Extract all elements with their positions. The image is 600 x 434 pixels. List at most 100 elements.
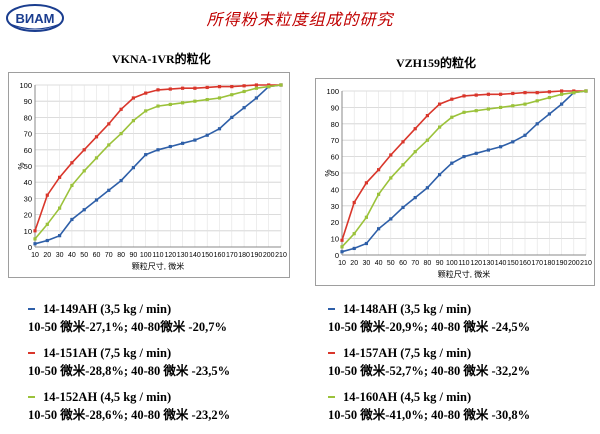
y-tick-label: 10: [24, 227, 32, 236]
series-2-point: [70, 183, 74, 188]
x-tick-label: 200: [568, 260, 580, 267]
series-0-point: [377, 227, 381, 231]
legend-name: 14-152AH (4,5 kg / min): [43, 390, 172, 404]
y-tick-label: 20: [331, 218, 339, 227]
legend-name: 14-160AH (4,5 kg / min): [343, 390, 472, 404]
series-1-point: [572, 89, 576, 93]
y-tick-label: 40: [331, 185, 339, 194]
x-tick-label: 60: [93, 252, 101, 259]
series-0-point: [193, 138, 197, 142]
series-2-point: [401, 163, 405, 167]
series-0-point: [217, 127, 222, 131]
series-0-point: [499, 145, 503, 149]
legend-desc: 10-50 微米-28,6%; 40-80 微米 -23,2%: [28, 408, 231, 422]
y-axis-label: %: [16, 162, 25, 169]
series-2-point: [144, 109, 148, 113]
series-0-point: [364, 241, 368, 246]
y-axis-label: %: [323, 169, 332, 176]
series-1-point: [107, 122, 111, 126]
legend-left: 14-149AH (3,5 kg / min) 10-50 微米-27,1%; …: [28, 300, 230, 432]
legend-right: 14-148AH (3,5 kg / min) 10-50 微米-20,9%; …: [328, 300, 530, 432]
x-tick-label: 190: [251, 252, 263, 259]
series-2-point: [547, 95, 551, 100]
series-2-point: [168, 102, 172, 107]
y-tick-label: 50: [331, 169, 339, 178]
y-tick-label: 80: [331, 120, 339, 129]
series-2-point: [242, 89, 246, 94]
series-0-point: [352, 246, 356, 251]
chart-title-right: VZH159的粒化: [396, 56, 477, 70]
series-2-point: [45, 222, 49, 226]
x-tick-label: 130: [177, 252, 189, 259]
legend-name: 14-151AH (7,5 kg / min): [43, 346, 172, 360]
series-2-point: [340, 245, 344, 249]
x-tick-label: 10: [338, 260, 346, 267]
series-2-point: [82, 169, 86, 173]
series-2-point: [523, 102, 527, 106]
series-1-point: [131, 96, 135, 100]
series-0-point: [181, 141, 185, 145]
legend-desc: 10-50 微米-41,0%; 40-80 微米 -30,8%: [328, 408, 531, 422]
page-title: 所得粉末粒度组成的研究: [206, 12, 394, 29]
series-0-point: [523, 133, 527, 137]
legend-desc: 10-50 微米-52,7%; 40-80 微米 -32,2%: [328, 364, 531, 378]
series-2-point: [181, 101, 185, 105]
series-2-point: [535, 99, 539, 103]
series-0-point: [205, 133, 209, 137]
x-tick-label: 100: [140, 252, 152, 259]
x-tick-label: 140: [189, 252, 201, 259]
series-1-point: [70, 161, 74, 165]
y-tick-label: 60: [331, 153, 339, 162]
series-1-point: [156, 88, 160, 92]
legend-item: 14-148AH (3,5 kg / min): [328, 300, 530, 318]
x-tick-label: 40: [375, 260, 383, 267]
viam-logo: ВИАМ: [6, 4, 64, 32]
series-2-point: [425, 138, 429, 142]
x-tick-label: 170: [226, 252, 238, 259]
series-1-point: [511, 91, 515, 96]
x-tick-label: 130: [483, 260, 495, 267]
series-2-point: [193, 99, 197, 103]
series-0-point: [450, 161, 454, 165]
series-1-point: [181, 86, 185, 90]
x-tick-label: 140: [495, 260, 507, 267]
y-tick-label: 20: [24, 211, 32, 220]
series-1-point: [389, 153, 393, 157]
y-tick-label: 80: [24, 113, 32, 122]
series-0-point: [486, 148, 490, 152]
series-0-point: [107, 188, 111, 192]
series-0-point: [94, 198, 99, 202]
chart-right: 0 10 20 30 40 50 60 70 80 90 100 10 20 30 40 50 60 70 80 90…: [315, 78, 595, 286]
y-tick-label: 60: [24, 146, 32, 155]
legend-swatch-red: [328, 352, 335, 354]
series-2-point: [364, 215, 368, 219]
x-axis-label: 颗粒尺寸, 微米: [438, 269, 490, 279]
series-2-point: [438, 125, 442, 129]
legend-item: 14-151AH (7,5 kg / min): [28, 344, 230, 362]
x-tick-label: 70: [105, 252, 113, 259]
x-tick-label: 60: [399, 260, 407, 267]
series-0-point: [131, 166, 135, 170]
series-1-point: [523, 91, 527, 95]
series-1-point: [58, 175, 62, 179]
series-2-point: [267, 85, 271, 89]
series-1-point: [193, 86, 197, 90]
series-0-point: [119, 178, 123, 183]
series-0-point: [462, 155, 466, 159]
y-tick-label: 50: [24, 162, 32, 171]
logo-text: ВИАМ: [16, 11, 55, 26]
series-1-point: [340, 238, 344, 242]
y-tick-label: 100: [19, 81, 32, 90]
x-tick-label: 20: [43, 252, 51, 259]
y-tick-label: 0: [28, 243, 32, 252]
series-0-point: [401, 205, 405, 210]
series-1-point: [254, 83, 258, 87]
series-0-point: [389, 217, 393, 221]
x-tick-label: 180: [238, 252, 250, 259]
series-2-point: [413, 150, 417, 154]
x-tick-label: 40: [68, 252, 76, 259]
legend-desc: 10-50 微米-20,9%; 40-80 微米 -24,5%: [328, 320, 531, 334]
series-1-point: [401, 140, 405, 144]
